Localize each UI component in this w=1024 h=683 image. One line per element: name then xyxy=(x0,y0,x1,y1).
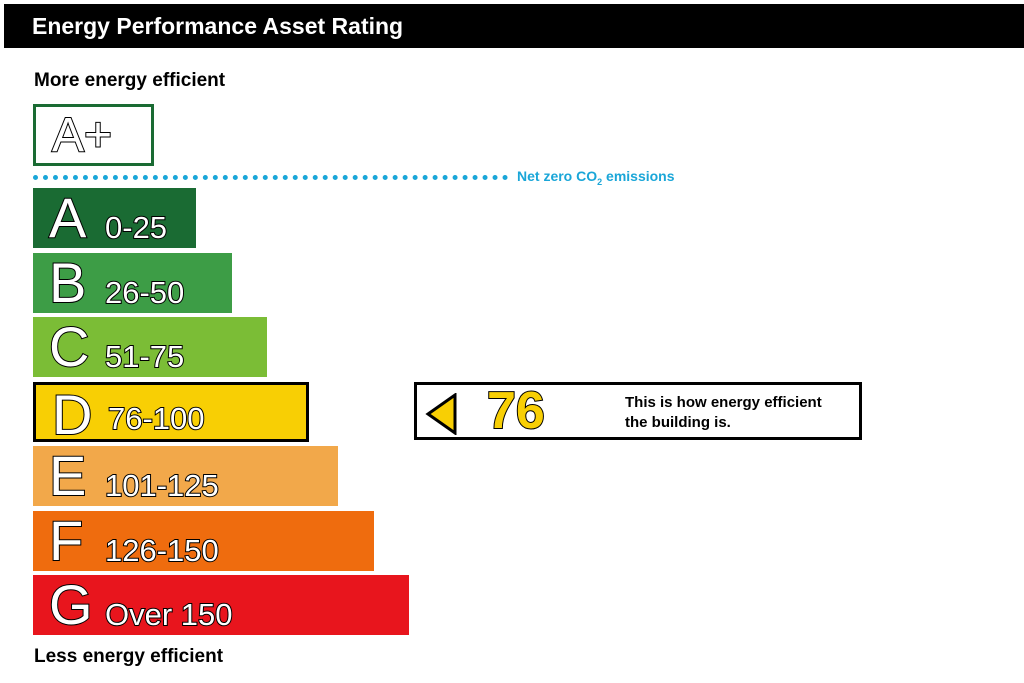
band-f-letter: F xyxy=(48,509,84,572)
net-zero-dotted-line xyxy=(33,175,508,180)
band-d-letter: D xyxy=(51,383,93,446)
band-c-range: 51-75 xyxy=(104,339,185,374)
less-efficient-label: Less energy efficient xyxy=(34,646,224,667)
band-e: E 101-125 xyxy=(33,446,338,506)
aplus-label: A+ xyxy=(51,109,113,162)
more-efficient-label: More energy efficient xyxy=(34,70,226,91)
band-a-range: 0-25 xyxy=(104,210,168,245)
caption-line-2: the building is. xyxy=(625,414,731,431)
band-f: F 126-150 xyxy=(33,511,374,571)
band-a: A 0-25 xyxy=(33,188,196,248)
caption-line-1: This is how energy efficient xyxy=(625,394,822,411)
band-d-range: 76-100 xyxy=(107,401,206,436)
current-rating-indicator: 76 This is how energy efficient the buil… xyxy=(414,382,862,440)
pointer-arrow-icon xyxy=(425,393,457,435)
page-title: Energy Performance Asset Rating xyxy=(4,4,1024,48)
band-d: D 76-100 xyxy=(33,382,309,446)
band-g-range: Over 150 xyxy=(104,597,234,632)
current-rating-value: 76 xyxy=(486,382,546,440)
band-c-letter: C xyxy=(48,315,90,378)
band-a-letter: A xyxy=(48,186,87,249)
band-g-letter: G xyxy=(48,573,94,636)
band-e-range: 101-125 xyxy=(104,468,220,503)
band-c: C 51-75 xyxy=(33,317,267,377)
current-rating-caption: This is how energy efficient the buildin… xyxy=(625,393,822,433)
band-f-range: 126-150 xyxy=(104,533,220,568)
band-e-letter: E xyxy=(48,444,87,507)
band-b-letter: B xyxy=(48,251,87,314)
band-b: B 26-50 xyxy=(33,253,232,313)
aplus-band: A+ xyxy=(33,104,154,166)
net-zero-line: Net zero CO2 emissions xyxy=(33,168,733,188)
net-zero-label: Net zero CO2 emissions xyxy=(517,168,675,187)
band-g: G Over 150 xyxy=(33,575,409,635)
band-b-range: 26-50 xyxy=(104,275,185,310)
